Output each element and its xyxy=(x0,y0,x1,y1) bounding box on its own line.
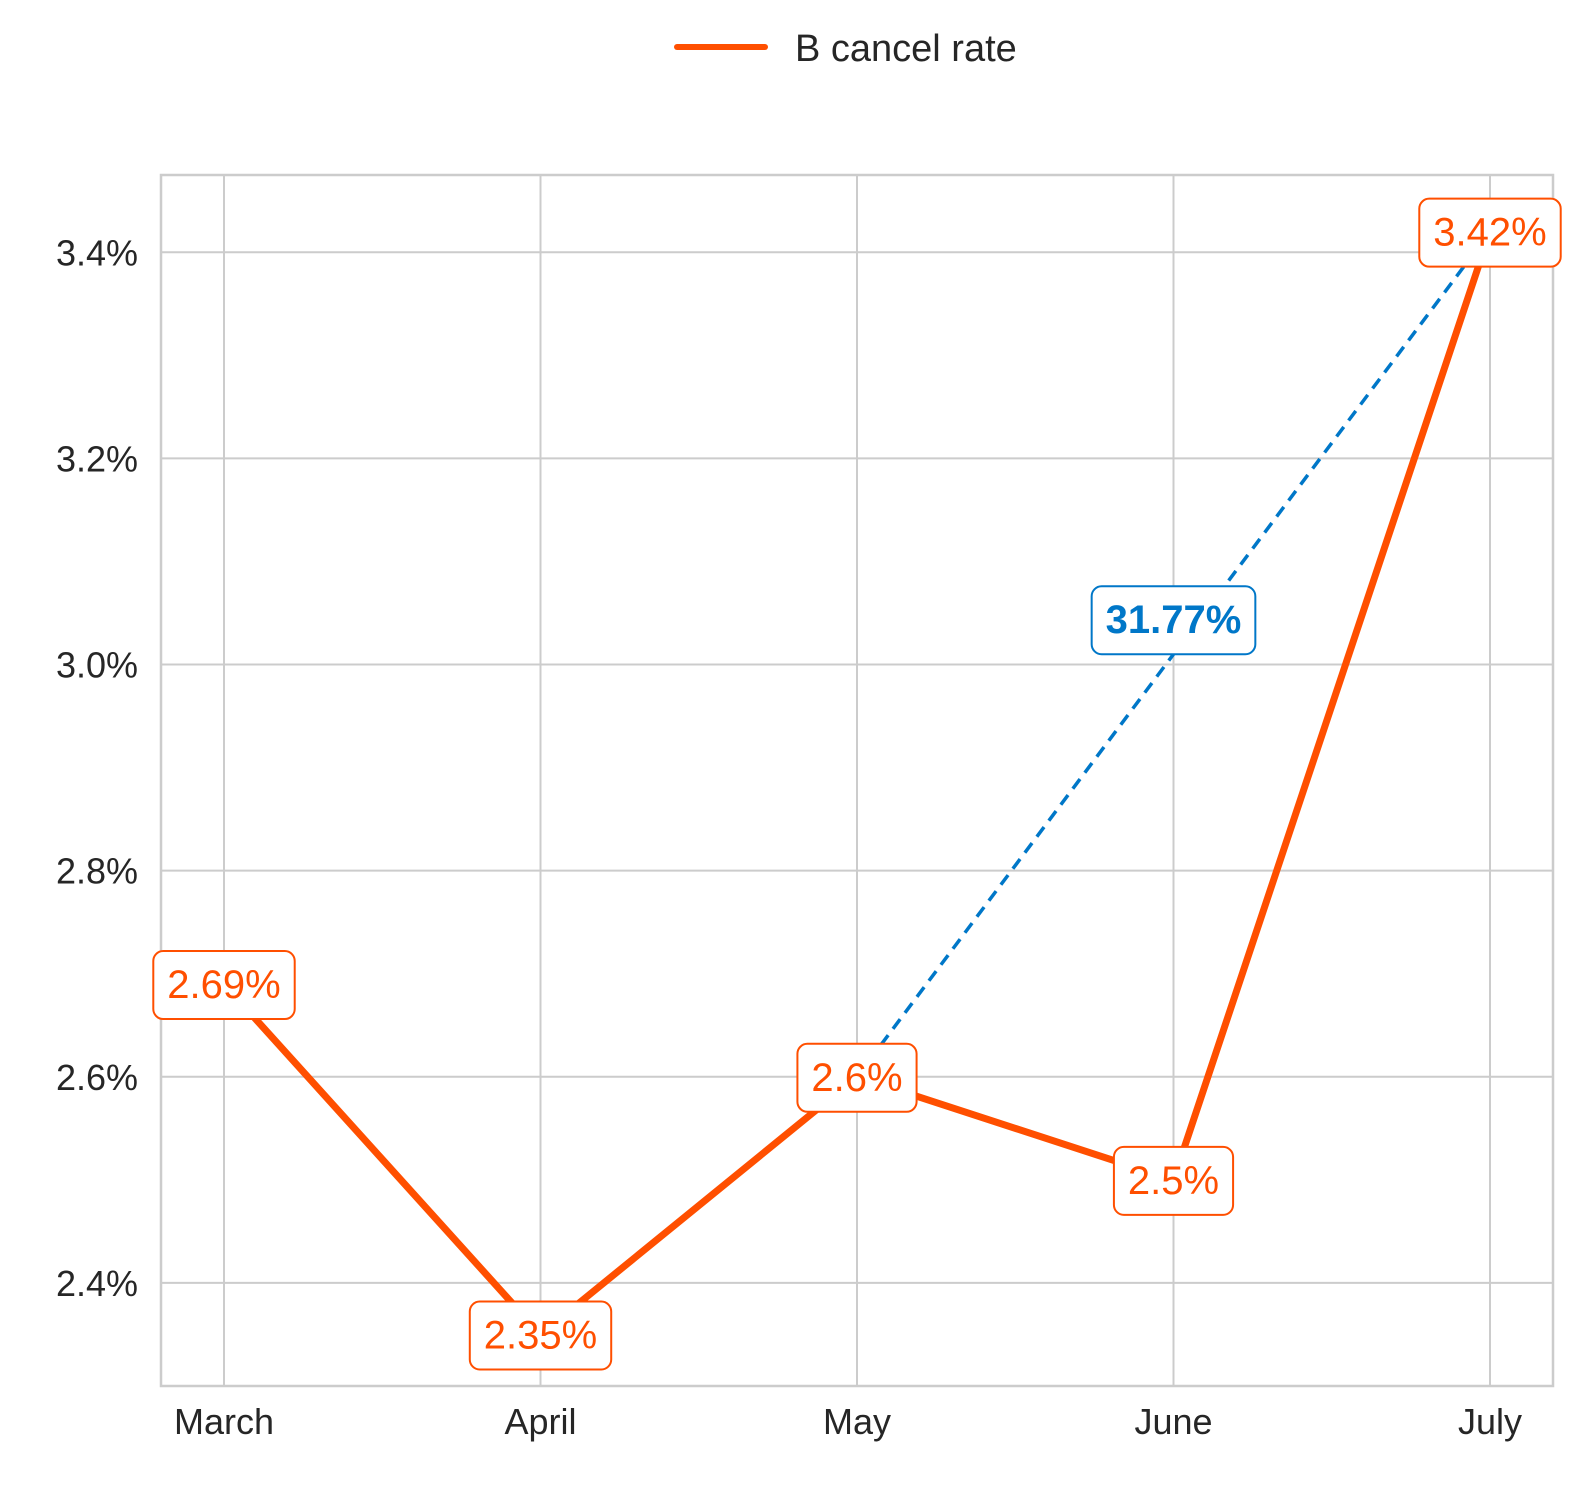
legend-label-b-cancel-rate: B cancel rate xyxy=(795,28,1017,70)
x-tick-label: March xyxy=(174,1401,274,1442)
x-axis: March April May June July xyxy=(174,1401,1522,1442)
y-tick-label: 3.0% xyxy=(56,645,138,686)
data-label: 2.5% xyxy=(1128,1159,1219,1203)
y-tick-label: 3.4% xyxy=(56,232,138,273)
data-label: 2.35% xyxy=(484,1313,597,1357)
y-axis: 2.4% 2.6% 2.8% 3.0% 3.2% 3.4% xyxy=(56,232,138,1304)
change-label-box xyxy=(1090,585,1257,656)
data-label: 2.6% xyxy=(811,1056,902,1100)
y-tick-label: 2.4% xyxy=(56,1263,138,1304)
y-tick-label: 2.6% xyxy=(56,1057,138,1098)
legend: B cancel rate xyxy=(674,28,1017,70)
data-label-box xyxy=(796,1042,918,1113)
data-label: 2.69% xyxy=(167,963,280,1007)
y-tick-label: 2.8% xyxy=(56,851,138,892)
data-label: 3.42% xyxy=(1433,211,1546,255)
plot-frame xyxy=(159,173,1555,1388)
data-label-box xyxy=(1112,1145,1235,1216)
data-label-box xyxy=(468,1300,613,1371)
y-tick-label: 3.2% xyxy=(56,438,138,479)
x-tick-label: July xyxy=(1458,1401,1522,1442)
x-tick-label: May xyxy=(823,1401,891,1442)
data-labels: 2.69% 2.35% 2.6% 2.5% 3.42% xyxy=(152,197,1562,1371)
x-tick-label: June xyxy=(1134,1401,1212,1442)
data-label-box xyxy=(1418,197,1562,268)
data-label-box xyxy=(152,950,296,1021)
change-annotation: 31.77% xyxy=(855,230,1492,1078)
x-tick-label: April xyxy=(504,1401,576,1442)
grid xyxy=(161,175,1553,1386)
change-label: 31.77% xyxy=(1106,598,1242,642)
